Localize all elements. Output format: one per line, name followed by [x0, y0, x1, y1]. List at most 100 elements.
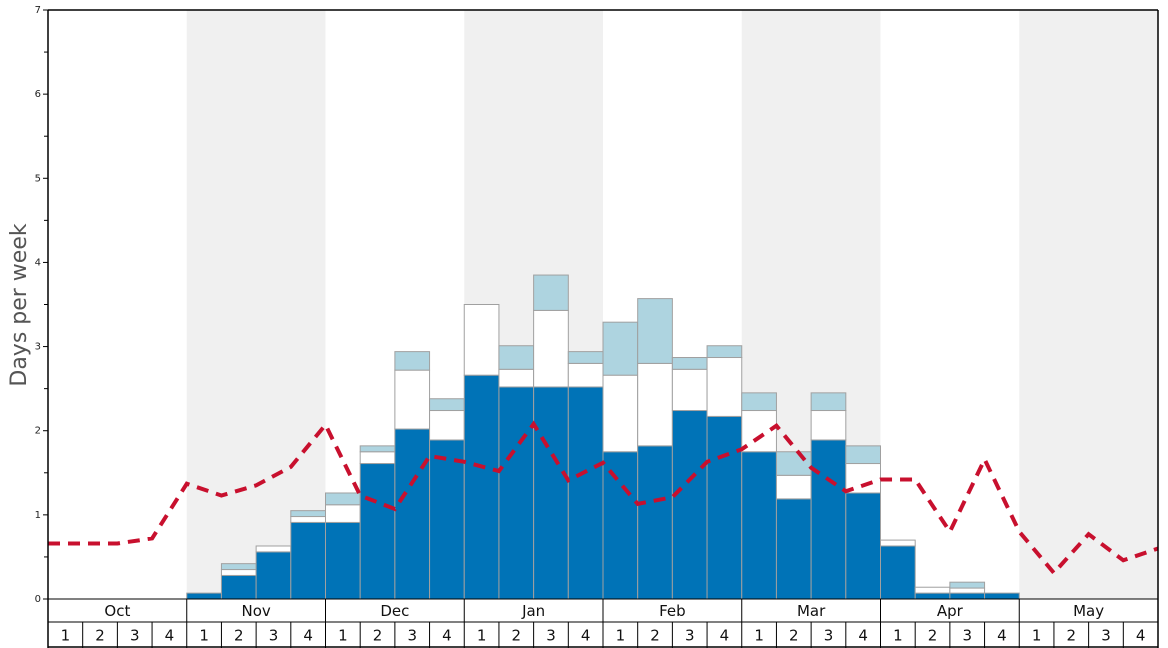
bar-dark-23	[845, 492, 881, 600]
y-tick-label: 6	[35, 89, 41, 100]
week-label: 3	[824, 627, 834, 645]
bar-dark-7	[290, 521, 326, 600]
week-label: 3	[407, 627, 417, 645]
y-axis: 0 1 2 3 4 5 6 7	[35, 5, 48, 605]
bar-dark-24	[880, 545, 916, 600]
y-tick-label: 4	[35, 257, 41, 268]
bar-white-10	[394, 369, 431, 430]
month-label-dec: Dec	[380, 602, 409, 620]
y-axis-label: Days per week	[7, 223, 32, 386]
bar-white-26	[949, 587, 986, 594]
bar-light-26	[949, 581, 986, 589]
week-label: 2	[373, 627, 383, 645]
week-label: 2	[1067, 627, 1077, 645]
bar-light-22	[810, 392, 847, 412]
bar-light-18	[671, 357, 708, 370]
week-label: 1	[199, 627, 209, 645]
bar-white-11	[429, 410, 465, 441]
bar-white-17	[637, 362, 673, 447]
bar-dark-13	[498, 386, 535, 600]
bar-dark-18	[671, 410, 708, 600]
bar-light-5	[220, 563, 257, 571]
bar-dark-11	[429, 439, 465, 600]
week-label: 1	[1032, 627, 1042, 645]
bar-light-17	[637, 298, 673, 364]
bar-dark-15	[567, 386, 604, 600]
month-shade-nov	[186, 10, 326, 599]
month-label-apr: Apr	[937, 602, 964, 620]
month-label-may: May	[1073, 602, 1104, 620]
bar-series	[186, 274, 1020, 600]
bar-white-22	[810, 410, 847, 441]
bar-dark-26	[949, 592, 986, 600]
bar-dark-17	[637, 445, 673, 600]
bar-dark-10	[394, 428, 431, 600]
month-label-jan: Jan	[521, 602, 545, 620]
week-label: 4	[997, 627, 1007, 645]
month-label-oct: Oct	[104, 602, 130, 620]
week-label: 2	[95, 627, 105, 645]
week-label: 1	[338, 627, 348, 645]
bar-white-14	[533, 309, 569, 388]
bar-dark-14	[533, 386, 569, 600]
y-tick-label: 2	[35, 426, 41, 437]
bar-white-7	[290, 516, 326, 523]
bar-dark-5	[220, 574, 257, 600]
bar-dark-4	[186, 592, 222, 600]
week-label: 3	[130, 627, 140, 645]
week-label: 4	[581, 627, 591, 645]
week-label: 1	[616, 627, 626, 645]
week-label: 2	[234, 627, 244, 645]
y-tick-label: 5	[35, 173, 41, 184]
week-label: 2	[928, 627, 938, 645]
bar-dark-12	[463, 374, 500, 600]
week-label: 4	[165, 627, 175, 645]
dashed-line-series	[48, 420, 1159, 576]
bar-light-21	[775, 451, 812, 476]
y-tick-label: 7	[35, 5, 41, 16]
bar-white-5	[220, 569, 257, 576]
bar-light-7	[290, 510, 326, 518]
month-label-nov: Nov	[241, 602, 270, 620]
bar-white-24	[880, 539, 916, 547]
bar-white-13	[498, 368, 535, 388]
week-label: 1	[477, 627, 487, 645]
bar-dark-9	[359, 463, 396, 600]
week-label: 4	[858, 627, 868, 645]
bar-white-25	[914, 586, 951, 594]
month-shade-may	[1019, 10, 1158, 599]
bar-light-14	[533, 274, 569, 311]
bar-light-15	[567, 351, 604, 364]
week-label: 1	[893, 627, 903, 645]
week-label: 4	[720, 627, 730, 645]
bar-light-11	[429, 398, 465, 412]
week-label: 1	[61, 627, 71, 645]
week-axis: 1 2 3 4 1 2 3 4 1 2 3 4 1 2 3 4 1 2 3 4 1 2 3 4 1 2 3 4 1 2 3 4	[61, 622, 1146, 648]
bar-dark-8	[325, 521, 361, 600]
bar-light-23	[845, 445, 881, 465]
week-label: 4	[1136, 627, 1146, 645]
week-label: 3	[962, 627, 972, 645]
bar-dark-22	[810, 439, 847, 600]
bar-dark-27	[984, 592, 1020, 600]
week-label: 3	[269, 627, 279, 645]
week-label: 4	[303, 627, 313, 645]
bar-light-16	[602, 321, 639, 376]
bar-dark-25	[914, 592, 951, 600]
y-tick-label: 0	[35, 594, 41, 605]
bar-white-6	[255, 545, 292, 553]
bar-light-8	[325, 492, 361, 506]
bar-dark-21	[775, 498, 812, 600]
bar-light-13	[498, 345, 535, 370]
week-label: 3	[1101, 627, 1111, 645]
week-label: 3	[685, 627, 695, 645]
week-label: 2	[650, 627, 660, 645]
week-label: 2	[512, 627, 522, 645]
bar-light-9	[359, 445, 396, 453]
bar-white-16	[602, 374, 639, 453]
week-label: 2	[789, 627, 799, 645]
bar-white-15	[567, 362, 604, 388]
y-tick-label: 3	[35, 342, 41, 353]
month-label-mar: Mar	[797, 602, 826, 620]
